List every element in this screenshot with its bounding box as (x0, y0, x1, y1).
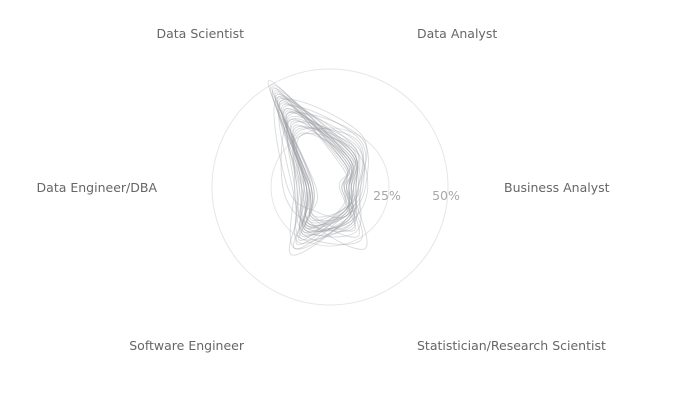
radar-series-line (292, 127, 364, 232)
radar-grid (211, 68, 449, 306)
radar-series-line (286, 118, 358, 236)
radar-series-line (289, 132, 353, 250)
radar-axis-label: Statistician/Research Scientist (417, 338, 606, 353)
radar-series-line (286, 115, 357, 241)
radar-series-line (290, 121, 365, 238)
radar-series-line (274, 92, 356, 232)
radar-series-line (296, 133, 369, 230)
radar-series-line (276, 96, 360, 238)
radar-series-line (273, 96, 355, 219)
radar-series-line (277, 98, 359, 224)
radar-tick-labels: 25% 50% (373, 188, 460, 203)
radar-series-line (293, 127, 362, 238)
radar-series-line (271, 86, 348, 241)
radar-series-line (267, 80, 351, 229)
radar-series-line (280, 119, 356, 232)
radar-series-line (282, 105, 367, 222)
radar-series-line (271, 88, 355, 234)
radar-series-line (278, 102, 353, 228)
radar-series-line (286, 112, 369, 222)
radar-axis-label: Data Scientist (157, 26, 245, 41)
radar-series-line (273, 90, 352, 233)
radar-series-line (269, 84, 353, 226)
radar-series-line (285, 112, 358, 245)
radar-series-line (278, 98, 368, 218)
radar-series-group (267, 80, 369, 256)
radar-tick-label: 50% (432, 188, 460, 203)
radar-series-line (283, 108, 359, 233)
radar-axis-label: Software Engineer (129, 338, 245, 353)
radar-series-line (275, 94, 357, 228)
radar-grid-ring (211, 68, 449, 306)
radar-series-line (285, 111, 364, 227)
radar-series-line (288, 120, 355, 256)
radar-series-line (291, 125, 359, 244)
radar-series-line (292, 124, 363, 245)
radar-series-line (281, 103, 360, 236)
radar-series-line (284, 110, 368, 250)
radar-tick-label: 25% (373, 188, 401, 203)
radar-axis-label: Data Engineer/DBA (37, 180, 158, 195)
radar-series-line (282, 108, 358, 232)
radar-axis-label: Business Analyst (504, 180, 610, 195)
radar-axis-labels: Data Scientist Data Analyst Business Analy… (37, 26, 610, 353)
radar-axis-label: Data Analyst (417, 26, 497, 41)
radar-series-line (279, 100, 353, 250)
radar-grid-ring (270, 127, 390, 247)
